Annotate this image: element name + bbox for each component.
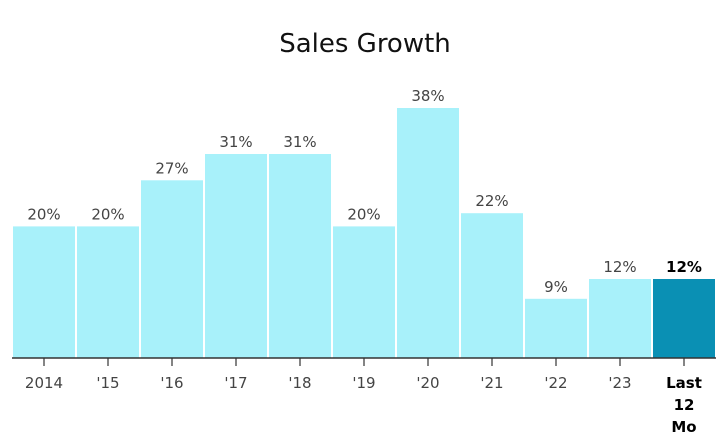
bar-6	[397, 108, 459, 358]
bar-2	[141, 180, 203, 358]
bars-group	[13, 108, 715, 358]
value-label-9: 12%	[603, 258, 636, 276]
value-label-10: 12%	[666, 258, 702, 276]
x-tick-label-8: '22	[544, 374, 567, 392]
bar-9	[589, 279, 651, 358]
x-tick-label-1: '15	[96, 374, 119, 392]
x-tick-labels-group: 2014 '15 '16 '17 '18 '19 '20 '21 '22 '23 Last 12 Mo	[25, 374, 702, 436]
value-label-6: 38%	[411, 87, 444, 105]
x-tick-label-7: '21	[480, 374, 503, 392]
x-tick-label-5: '19	[352, 374, 375, 392]
x-tick-label-4: '18	[288, 374, 311, 392]
x-tick-label-10: Last 12 Mo	[666, 374, 702, 436]
x-tick-label-0: 2014	[25, 374, 63, 392]
value-label-5: 20%	[347, 205, 380, 223]
value-label-7: 22%	[475, 192, 508, 210]
chart-title: Sales Growth	[279, 29, 451, 59]
value-label-4: 31%	[283, 133, 316, 151]
ticks-group	[43, 358, 685, 366]
bar-10	[653, 279, 715, 358]
value-label-8: 9%	[544, 278, 568, 296]
value-label-3: 31%	[219, 133, 252, 151]
bar-3	[205, 154, 267, 358]
value-label-2: 27%	[155, 159, 188, 177]
bar-4	[269, 154, 331, 358]
x-tick-label-6: '20	[416, 374, 439, 392]
value-labels-group: 20% 20% 27% 31% 31% 20% 38% 22% 9% 12% 12%	[27, 87, 702, 296]
bar-0	[13, 226, 75, 358]
value-label-1: 20%	[91, 205, 124, 223]
bar-1	[77, 226, 139, 358]
value-label-0: 20%	[27, 205, 60, 223]
bar-7	[461, 213, 523, 358]
bar-8	[525, 298, 587, 358]
bar-5	[333, 226, 395, 358]
x-tick-label-2: '16	[160, 374, 183, 392]
x-tick-label-3: '17	[224, 374, 247, 392]
x-tick-label-9: '23	[608, 374, 631, 392]
